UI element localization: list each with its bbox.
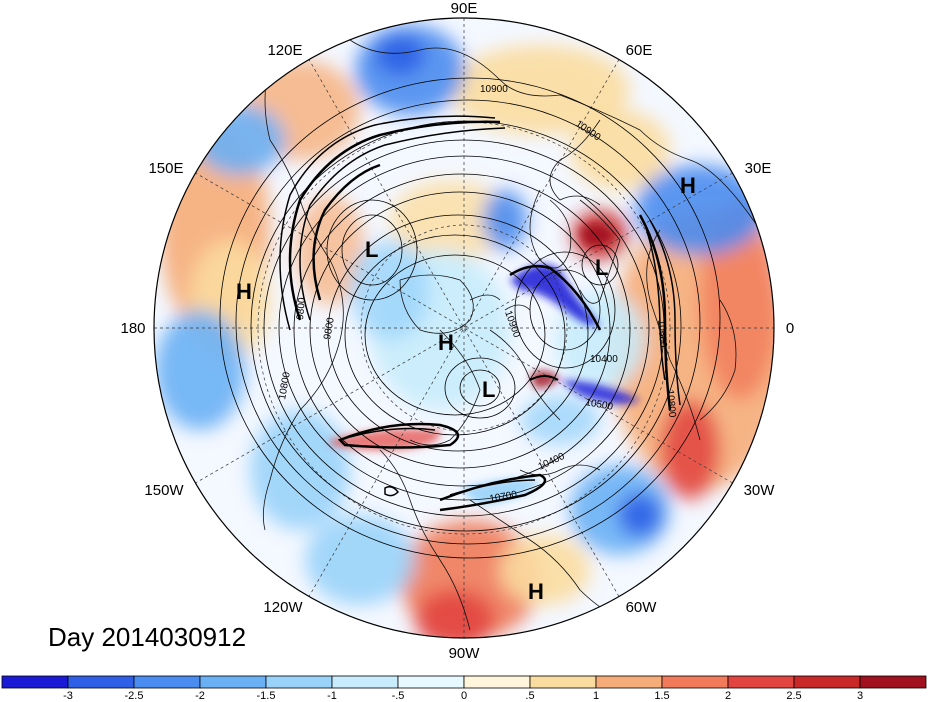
contour-label: 10700 bbox=[489, 489, 519, 505]
longitude-labels: 90E 60E 30E 0 30W 60W 90W 120W 150W 180 … bbox=[120, 0, 794, 662]
lon-label-90e: 90E bbox=[451, 0, 478, 17]
contour-label: 10400 bbox=[590, 354, 618, 365]
colorbar-swatch bbox=[331, 675, 399, 689]
lon-label-150w: 150W bbox=[144, 482, 184, 499]
colorbar-tick-label: -.5 bbox=[392, 690, 405, 702]
colorbar-tick-label: -2 bbox=[195, 690, 205, 702]
colorbar-tick-label: -3 bbox=[63, 690, 73, 702]
colorbar-tick-label: 1.5 bbox=[654, 690, 669, 702]
colorbar-tick-label: 2.5 bbox=[786, 690, 801, 702]
lon-label-90w: 90W bbox=[449, 645, 481, 662]
contour-label: 10800 bbox=[277, 371, 293, 401]
colorbar-tick-label: .5 bbox=[525, 690, 534, 702]
anomaly-shading bbox=[154, 18, 774, 638]
contour-label: 10600 bbox=[655, 319, 668, 348]
colorbar-swatch bbox=[859, 675, 927, 689]
colorbar-tick-label: -1 bbox=[327, 690, 337, 702]
colorbar-swatch bbox=[67, 675, 135, 689]
high-pressure-label: H bbox=[236, 279, 252, 304]
low-pressure-label: L bbox=[482, 377, 495, 402]
colorbar-tick-label: 3 bbox=[857, 690, 863, 702]
high-pressure-label: H bbox=[680, 173, 696, 198]
lon-label-150e: 150E bbox=[148, 160, 183, 177]
colorbar-tick-label: -2.5 bbox=[125, 690, 144, 702]
lon-label-30w: 30W bbox=[744, 482, 776, 499]
pressure-centers: H H H H L L L bbox=[236, 173, 696, 604]
jet-streams bbox=[279, 115, 681, 512]
lon-label-60w: 60W bbox=[626, 599, 658, 616]
colorbar-swatch bbox=[199, 675, 267, 689]
colorbar-swatch bbox=[133, 675, 201, 689]
colorbar-tick-label: 0 bbox=[461, 690, 467, 702]
colorbar: -3 -2.5 -2 -1.5 -1 -.5 0 .5 1 1.5 2 2.5 3 bbox=[1, 675, 927, 702]
lon-label-60e: 60E bbox=[626, 42, 653, 59]
date-title: Day 2014030912 bbox=[48, 622, 246, 652]
colorbar-tick-label: -1.5 bbox=[257, 690, 276, 702]
high-pressure-label: H bbox=[438, 330, 454, 355]
high-pressure-label: H bbox=[528, 579, 544, 604]
lon-label-30e: 30E bbox=[745, 160, 772, 177]
contour-label: 10500 bbox=[584, 397, 614, 413]
colorbar-swatch bbox=[661, 675, 729, 689]
colorbar-swatch bbox=[529, 675, 597, 689]
colorbar-tick-label: 2 bbox=[725, 690, 731, 702]
map-boundary bbox=[153, 17, 775, 639]
colorbar-swatch bbox=[727, 675, 795, 689]
colorbar-swatch bbox=[463, 675, 531, 689]
low-pressure-label: L bbox=[365, 237, 378, 262]
colorbar-swatch bbox=[793, 675, 861, 689]
lon-label-180: 180 bbox=[120, 320, 145, 337]
colorbar-tick-label: 1 bbox=[593, 690, 599, 702]
contour-label: 9800 bbox=[322, 316, 337, 340]
contour-label: 10900 bbox=[480, 84, 508, 95]
colorbar-swatch bbox=[397, 675, 465, 689]
colorbar-swatch bbox=[1, 675, 69, 689]
low-pressure-label: L bbox=[595, 255, 608, 280]
lon-label-120e: 120E bbox=[267, 42, 302, 59]
colorbar-swatch bbox=[265, 675, 333, 689]
contour-label: 10800 bbox=[664, 389, 677, 418]
lon-label-0: 0 bbox=[786, 320, 794, 337]
lon-label-120w: 120W bbox=[263, 599, 303, 616]
colorbar-swatch bbox=[595, 675, 663, 689]
contour-label: 9800 bbox=[295, 297, 308, 321]
